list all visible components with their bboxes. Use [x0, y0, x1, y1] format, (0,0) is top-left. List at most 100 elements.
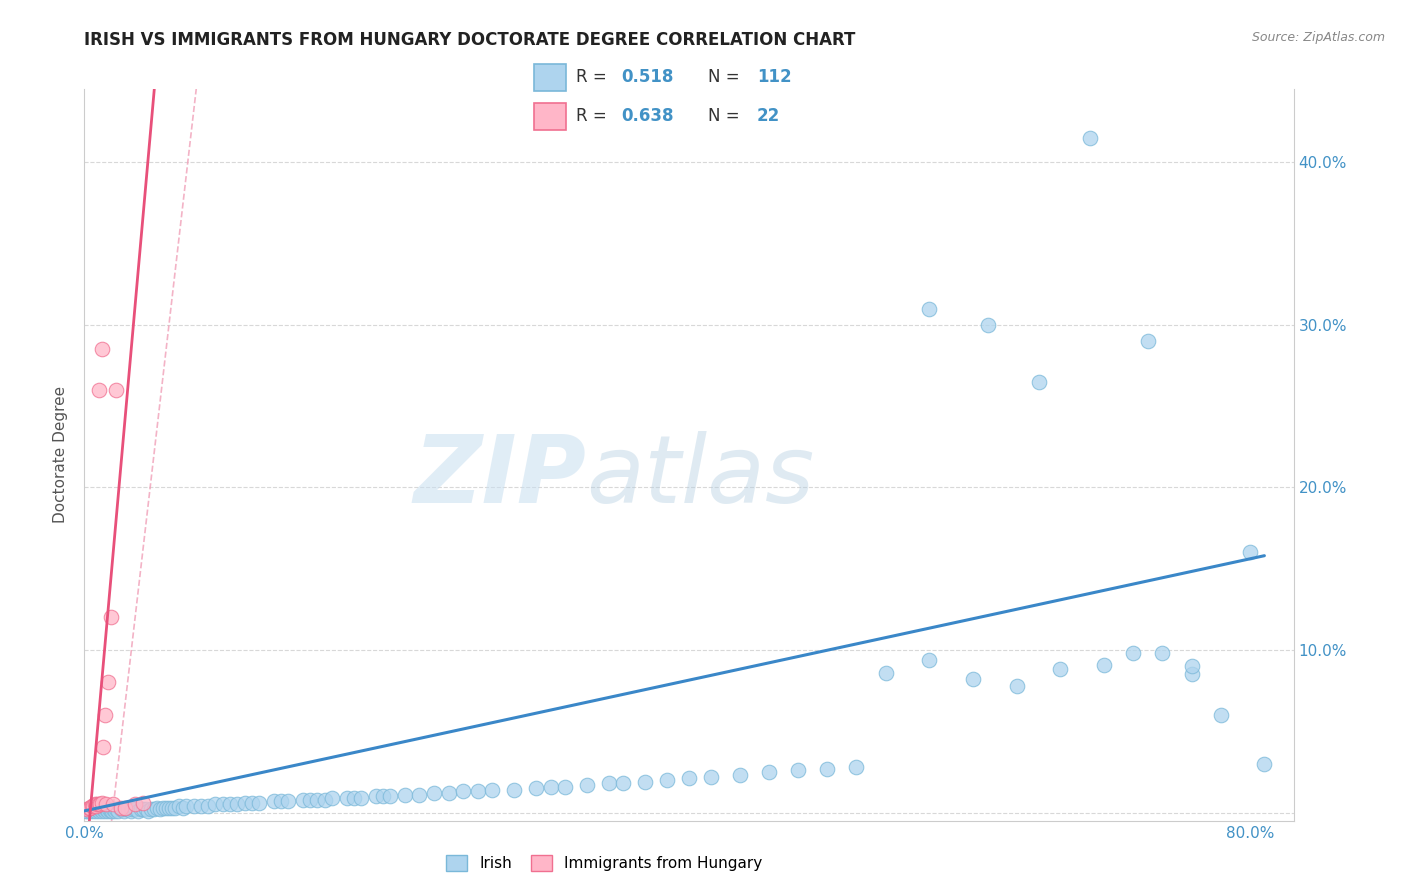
Text: 0.638: 0.638: [621, 107, 673, 125]
Point: [131, 796, 153, 810]
Point: [100, 610, 122, 624]
Point: [1136, 334, 1159, 348]
Point: [79, 804, 101, 818]
Point: [307, 792, 329, 806]
Point: [176, 799, 198, 814]
Point: [97, 675, 120, 690]
Text: IRISH VS IMMIGRANTS FROM HUNGARY DOCTORATE DEGREE CORRELATION CHART: IRISH VS IMMIGRANTS FROM HUNGARY DOCTORA…: [84, 31, 856, 49]
Point: [89, 797, 111, 812]
Y-axis label: Doctorate Degree: Doctorate Degree: [53, 386, 69, 524]
Point: [90, 804, 112, 818]
Point: [80, 802, 103, 816]
Point: [1028, 375, 1050, 389]
Point: [1078, 131, 1101, 145]
Point: [1122, 646, 1144, 660]
Point: [167, 799, 190, 814]
Point: [190, 799, 212, 814]
Text: 0.518: 0.518: [621, 69, 673, 87]
Point: [124, 797, 146, 812]
Point: [655, 772, 678, 787]
Point: [270, 794, 292, 808]
Text: 112: 112: [756, 69, 792, 87]
Point: [121, 802, 143, 816]
Point: [291, 792, 314, 806]
Point: [87, 797, 110, 812]
Point: [87, 804, 110, 818]
Legend: Irish, Immigrants from Hungary: Irish, Immigrants from Hungary: [439, 847, 770, 879]
Point: [101, 804, 124, 818]
Point: [321, 790, 343, 805]
Point: [204, 797, 226, 812]
Point: [423, 786, 446, 800]
Point: [89, 802, 111, 816]
Point: [160, 800, 183, 814]
Point: [97, 804, 120, 818]
Point: [1005, 679, 1028, 693]
Point: [219, 797, 242, 812]
Point: [612, 776, 634, 790]
Point: [75, 804, 97, 818]
Point: [100, 804, 122, 818]
Point: [263, 794, 285, 808]
Point: [634, 774, 657, 789]
Point: [117, 802, 139, 816]
Point: [197, 799, 219, 814]
Point: [845, 760, 868, 774]
Point: [103, 797, 125, 812]
Text: R =: R =: [576, 107, 612, 125]
Point: [143, 802, 166, 816]
Point: [394, 788, 416, 802]
Point: [875, 665, 897, 680]
Point: [962, 672, 984, 686]
Point: [163, 800, 186, 814]
Point: [83, 797, 105, 812]
Point: [155, 800, 177, 814]
Point: [314, 792, 336, 806]
Point: [112, 804, 135, 818]
Text: ZIP: ZIP: [413, 431, 586, 523]
Point: [172, 800, 194, 814]
Point: [1180, 667, 1202, 681]
Point: [1209, 708, 1232, 723]
Point: [135, 802, 157, 816]
Point: [120, 804, 142, 818]
Point: [787, 764, 810, 778]
FancyBboxPatch shape: [534, 103, 567, 130]
Text: atlas: atlas: [586, 432, 814, 523]
Point: [104, 804, 127, 818]
Point: [1239, 545, 1261, 559]
Text: 22: 22: [756, 107, 780, 125]
Point: [1180, 659, 1202, 673]
Point: [141, 802, 163, 816]
Point: [364, 789, 387, 804]
Point: [277, 794, 299, 808]
Point: [86, 797, 108, 812]
Point: [94, 708, 117, 723]
Point: [82, 804, 104, 818]
Point: [343, 790, 366, 805]
Point: [84, 804, 107, 818]
Point: [91, 740, 114, 755]
Point: [83, 802, 105, 816]
Point: [598, 776, 620, 790]
Point: [1152, 646, 1174, 660]
Point: [408, 788, 430, 802]
Point: [350, 790, 373, 805]
Point: [86, 802, 108, 816]
Point: [524, 781, 547, 796]
Point: [758, 764, 780, 779]
Point: [77, 800, 100, 814]
Point: [240, 796, 263, 810]
Point: [105, 802, 128, 816]
Point: [90, 796, 112, 810]
Point: [76, 804, 98, 818]
Point: [152, 800, 174, 814]
Point: [138, 804, 160, 818]
Point: [110, 800, 132, 814]
Point: [575, 778, 598, 792]
Point: [451, 784, 474, 798]
Point: [131, 802, 153, 816]
Point: [233, 796, 256, 810]
Point: [149, 802, 172, 816]
FancyBboxPatch shape: [534, 63, 567, 91]
